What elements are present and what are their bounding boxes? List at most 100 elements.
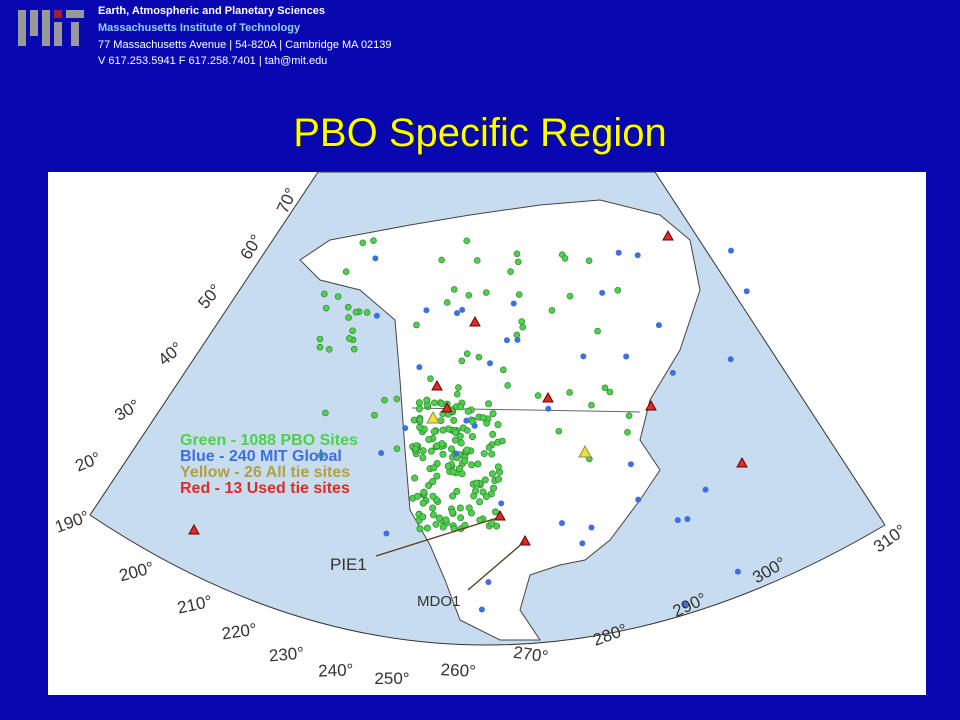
site-marker [432,520,440,528]
site-marker [579,540,586,547]
site-marker [473,479,481,487]
site-marker [439,426,447,434]
site-marker [322,304,330,312]
site-marker [481,476,489,484]
site-marker [429,492,437,500]
site-marker [594,327,601,335]
site-marker [457,514,465,522]
site-marker [370,237,377,244]
annotation: PIE1 [330,555,367,574]
site-marker [463,417,470,424]
site-marker [486,360,493,367]
site-marker [423,524,431,532]
site-marker [431,379,443,391]
mit-logo [18,10,84,46]
site-marker [485,444,493,451]
longitude-label: 240° [318,660,354,680]
site-marker [465,291,473,299]
header-institute: Massachusetts Institute of Technology [98,22,301,34]
site-marker [465,504,473,512]
site-marker [442,516,450,524]
site-marker [453,390,461,398]
site-marker [514,258,522,266]
site-marker [345,314,352,321]
site-marker [518,318,526,325]
site-marker [464,407,472,415]
site-marker [743,288,750,295]
site-marker [499,437,506,445]
site-marker [316,335,324,343]
site-marker [416,525,424,533]
site-marker [734,568,741,575]
site-marker [449,468,457,476]
header-address: 77 Massachusetts Avenue | 54-820A | Camb… [98,39,392,51]
site-marker [498,500,505,507]
site-marker [430,428,438,436]
longitude-label: 260° [440,660,476,681]
site-marker [423,396,431,404]
site-marker [500,366,507,374]
site-marker [461,457,469,465]
site-marker [727,247,734,254]
site-marker [372,255,379,262]
site-marker [736,456,748,468]
site-marker [321,290,328,298]
longitude-label: 220° [220,620,257,644]
site-marker [458,357,466,365]
site-marker [634,252,641,259]
longitude-label: 270° [512,643,549,667]
site-marker [566,292,574,300]
site-marker [378,449,385,456]
site-marker [444,462,452,470]
site-marker [451,436,459,444]
site-marker [494,509,506,521]
site-marker [363,309,371,316]
site-marker [371,411,378,419]
site-marker [542,391,554,403]
site-marker [412,445,419,453]
site-marker [188,523,200,535]
site-marker [482,493,490,501]
site-marker [322,409,329,417]
site-marker [419,513,427,521]
site-marker [601,384,609,392]
site-marker [419,454,427,462]
site-marker [510,300,517,307]
site-marker [494,463,502,471]
site-marker [545,405,552,412]
site-marker [727,356,734,363]
site-marker [345,335,353,342]
site-marker [468,461,476,469]
site-marker [599,289,606,296]
site-marker [430,464,438,472]
site-marker [514,336,521,343]
site-marker [456,432,464,440]
site-marker [342,268,350,275]
site-marker [450,286,458,293]
site-marker [349,327,356,335]
site-marker [494,421,502,429]
site-markers [188,229,750,613]
site-marker [415,405,423,413]
site-marker [606,388,614,396]
site-marker [485,579,492,586]
site-marker [623,353,630,360]
site-marker [431,399,438,407]
site-marker [393,395,401,403]
site-marker [435,514,443,522]
site-marker [635,496,642,503]
site-marker [411,474,419,482]
site-marker [495,475,503,483]
site-marker [427,447,435,455]
site-marker [459,306,466,313]
site-marker [420,488,428,496]
site-marker [488,450,496,458]
site-marker [681,601,688,608]
site-marker [588,401,595,409]
site-marker [483,419,491,427]
site-marker [454,310,461,317]
site-marker [438,440,446,448]
longitude-label: 230° [268,644,305,666]
site-marker [513,250,521,258]
site-marker [316,343,324,351]
